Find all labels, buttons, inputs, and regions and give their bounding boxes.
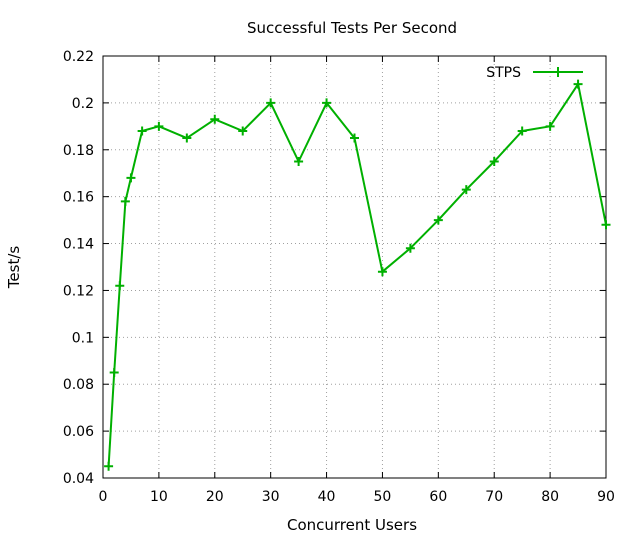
data-point bbox=[377, 267, 387, 277]
x-tick-label: 70 bbox=[485, 489, 503, 505]
x-tick-label: 0 bbox=[99, 489, 108, 505]
data-point bbox=[601, 220, 611, 230]
x-tick-label: 90 bbox=[597, 489, 615, 505]
data-point bbox=[115, 281, 125, 291]
legend-marker-stps bbox=[553, 67, 563, 77]
legend-label-stps: STPS bbox=[486, 65, 521, 81]
x-tick-label: 80 bbox=[541, 489, 559, 505]
data-point bbox=[545, 121, 555, 131]
x-tick-label: 50 bbox=[374, 489, 392, 505]
data-point bbox=[573, 79, 583, 89]
y-tick-label: 0.18 bbox=[63, 143, 94, 159]
chart-title: Successful Tests Per Second bbox=[247, 19, 457, 37]
x-tick-label: 10 bbox=[150, 489, 168, 505]
x-tick-label: 40 bbox=[318, 489, 336, 505]
data-point bbox=[322, 98, 332, 108]
x-tick-label: 20 bbox=[206, 489, 224, 505]
series-line-stps bbox=[107, 83, 607, 467]
data-point bbox=[294, 157, 304, 166]
data-point bbox=[120, 196, 130, 206]
data-point bbox=[126, 173, 136, 183]
legend: STPS bbox=[486, 65, 583, 81]
y-tick-label: 0.1 bbox=[72, 330, 94, 346]
data-point bbox=[489, 157, 499, 166]
data-point bbox=[137, 126, 147, 136]
y-tick-label: 0.14 bbox=[63, 237, 94, 253]
data-point bbox=[433, 215, 443, 225]
y-tick-label: 0.2 bbox=[72, 96, 94, 112]
plot-frame bbox=[102, 55, 607, 479]
data-point bbox=[109, 368, 119, 377]
x-tick-label: 30 bbox=[262, 489, 280, 505]
data-point bbox=[405, 243, 415, 253]
y-tick-label: 0.22 bbox=[63, 49, 94, 65]
x-axis-label: Concurrent Users bbox=[287, 516, 417, 534]
series-layer bbox=[104, 79, 611, 471]
y-tick-label: 0.12 bbox=[63, 283, 94, 299]
y-tick-label: 0.04 bbox=[63, 471, 94, 487]
grid bbox=[103, 56, 606, 478]
x-tick-label: 60 bbox=[429, 489, 447, 505]
data-point bbox=[210, 114, 220, 124]
axis-ticks: 0 10 20 30 40 50 60 70 80 90 0.04 0.06 0.08 0.1 0.12 0.… bbox=[63, 49, 615, 505]
data-point bbox=[517, 126, 527, 136]
data-point bbox=[350, 133, 359, 143]
data-point bbox=[266, 98, 276, 108]
y-tick-label: 0.06 bbox=[63, 424, 94, 440]
data-point bbox=[182, 133, 192, 143]
data-point bbox=[154, 121, 164, 131]
y-axis-label: Test/s bbox=[5, 246, 23, 290]
data-point bbox=[238, 126, 248, 136]
y-tick-label: 0.08 bbox=[63, 377, 94, 393]
y-tick-label: 0.16 bbox=[63, 190, 94, 206]
data-point bbox=[104, 461, 114, 471]
data-point bbox=[461, 185, 471, 195]
